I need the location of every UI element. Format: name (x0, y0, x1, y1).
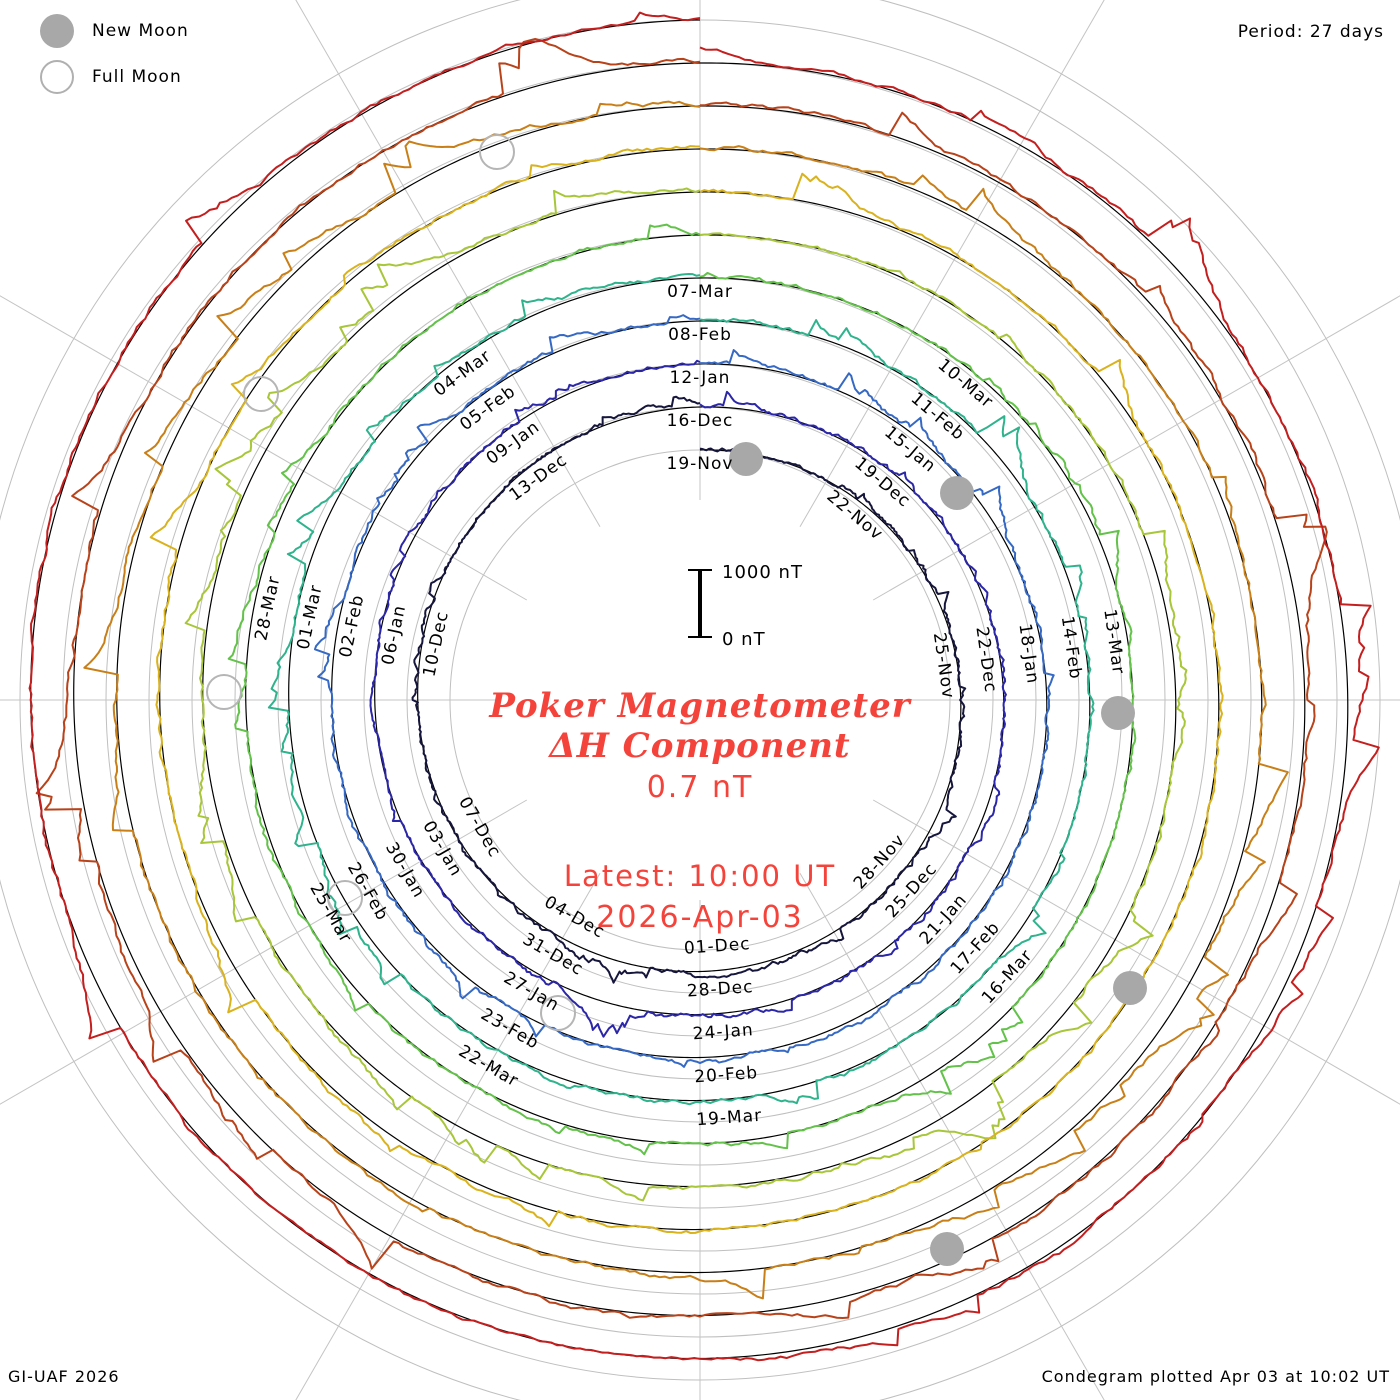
full-moon-marker (206, 674, 242, 710)
magnetometer-trace (35, 37, 1328, 1320)
baseline-spiral (331, 320, 1048, 1059)
period-label: Period: 27 days (1237, 22, 1384, 42)
legend-item-full-moon: Full Moon (24, 54, 189, 100)
full-moon-marker (243, 376, 279, 412)
magnetometer-traces (28, 11, 1380, 1362)
radial-spoke (799, 872, 1105, 1400)
magnetometer-trace (369, 359, 1007, 1038)
moon-phase-legend: New Moon Full Moon (24, 8, 189, 100)
radial-spoke (799, 0, 1105, 528)
date-arc-labels: 19-Nov22-Nov25-Nov28-Nov01-Dec04-Dec07-D… (251, 282, 1128, 1130)
date-label: 03-Jan (418, 817, 466, 880)
date-label: 07-Mar (667, 282, 733, 302)
footer-credit-left: GI-UAF 2026 (8, 1367, 120, 1386)
radial-spoke (872, 295, 1400, 601)
amplitude-scale-bar: 1000 nT 0 nT (688, 562, 803, 650)
new-moon-marker (1113, 971, 1147, 1005)
date-label: 24-Jan (692, 1020, 754, 1044)
legend-label-full-moon: Full Moon (92, 67, 182, 87)
radial-spoke (0, 295, 528, 601)
magnetometer-trace (267, 272, 1095, 1106)
full-moon-marker (540, 995, 576, 1031)
full-moon-icon (40, 60, 74, 94)
scale-top-label: 1000 nT (722, 562, 803, 583)
date-label: 04-Dec (541, 892, 609, 943)
date-label: 28-Nov (850, 830, 910, 893)
radial-spoke (295, 872, 601, 1400)
new-moon-marker (940, 476, 974, 510)
magnetometer-trace (227, 223, 1137, 1156)
date-label: 28-Dec (686, 977, 754, 1002)
new-moon-marker (729, 442, 763, 476)
new-moon-marker (1101, 696, 1135, 730)
date-label: 01-Dec (683, 934, 751, 959)
baseline-spiral (288, 277, 1091, 1102)
full-moon-marker (327, 880, 363, 916)
baseline-spiral (73, 62, 1306, 1317)
new-moon-icon (40, 14, 74, 48)
scale-bottom-label: 0 nT (722, 629, 766, 650)
footer-credit-right: Condegram plotted Apr 03 at 10:02 UT (1041, 1367, 1390, 1386)
legend-item-new-moon: New Moon (24, 8, 189, 54)
new-moon-marker (930, 1232, 964, 1266)
date-label: 19-Nov (667, 454, 734, 474)
magnetometer-trace (149, 145, 1224, 1235)
date-label: 30-Jan (381, 839, 429, 902)
baseline-spiral (30, 19, 1349, 1360)
radial-spoke (295, 0, 601, 528)
magnetometer-trace (313, 314, 1055, 1068)
date-label: 12-Jan (670, 368, 731, 388)
date-label: 16-Mar (978, 946, 1037, 1008)
moon-phase-markers (206, 134, 1147, 1266)
magnetometer-trace (411, 395, 967, 984)
date-label: 25-Dec (882, 859, 941, 922)
date-label: 08-Feb (668, 325, 732, 345)
date-label: 16-Dec (667, 411, 734, 431)
date-label: 20-Feb (694, 1063, 759, 1087)
date-label: 19-Mar (696, 1106, 763, 1131)
date-label: 17-Feb (947, 918, 1005, 979)
magnetometer-trace (83, 100, 1289, 1300)
magnetometer-trace (28, 11, 1380, 1362)
date-label: 06-Jan (378, 603, 410, 667)
magnetometer-trace (184, 187, 1188, 1202)
legend-label-new-moon: New Moon (92, 21, 189, 41)
spiral-baselines (30, 19, 1349, 1360)
full-moon-marker (479, 134, 515, 170)
